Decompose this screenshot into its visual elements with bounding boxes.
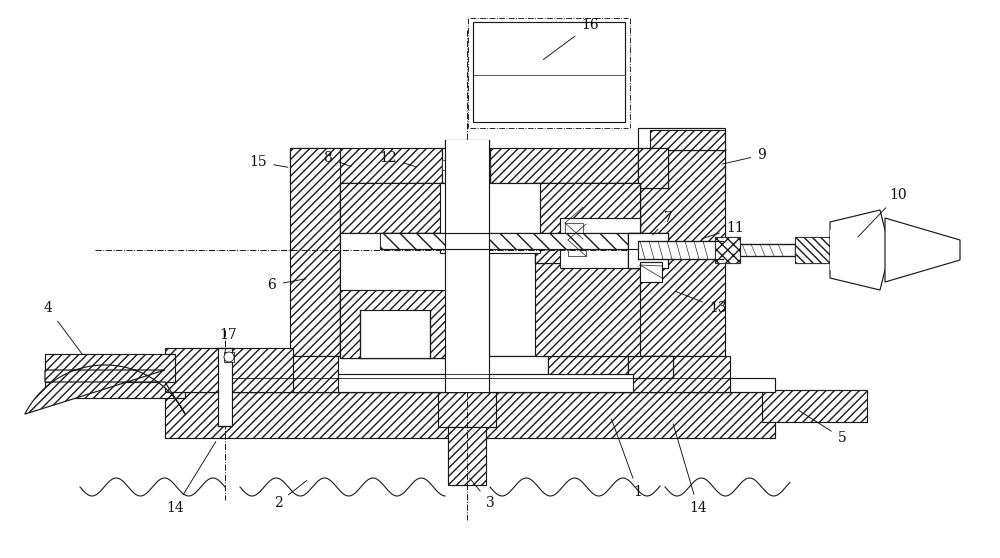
Bar [438, 392, 496, 427]
Bar [762, 390, 867, 422]
Bar [715, 237, 740, 263]
Text: 14: 14 [166, 441, 216, 515]
Bar [638, 148, 725, 356]
Bar [290, 148, 442, 183]
Text: 13: 13 [676, 291, 727, 315]
Bar [535, 183, 640, 263]
Bar [380, 233, 640, 249]
Bar [548, 356, 628, 378]
Bar [230, 378, 775, 392]
Bar [795, 237, 830, 263]
Bar [740, 244, 795, 256]
Bar [535, 183, 640, 356]
Bar [338, 356, 468, 378]
Bar [290, 356, 730, 392]
Text: 9: 9 [722, 148, 766, 164]
Text: 11: 11 [702, 221, 744, 239]
Bar [535, 183, 640, 263]
Bar [45, 354, 175, 382]
Circle shape [224, 352, 234, 362]
Bar [638, 241, 723, 259]
Bar [795, 237, 830, 263]
Text: 1: 1 [611, 419, 642, 499]
Text: 14: 14 [673, 424, 707, 515]
Text: 5: 5 [799, 410, 846, 445]
Text: 4: 4 [44, 301, 83, 355]
Bar [640, 262, 662, 282]
Bar [445, 140, 489, 392]
Bar [445, 140, 489, 392]
Bar [473, 22, 625, 122]
Bar [628, 356, 673, 378]
Bar [45, 378, 185, 398]
Text: 3: 3 [470, 478, 494, 510]
Bar [568, 240, 586, 256]
Bar [338, 374, 633, 392]
Bar [165, 348, 293, 392]
Bar [218, 348, 232, 426]
Polygon shape [830, 218, 878, 282]
Bar [565, 223, 583, 239]
Bar [380, 233, 640, 249]
Bar [68, 356, 183, 384]
Bar [628, 233, 668, 268]
Text: 8: 8 [324, 151, 351, 166]
Text: 17: 17 [219, 328, 237, 352]
Bar [442, 148, 490, 183]
Bar [448, 427, 486, 485]
Text: 7: 7 [653, 211, 672, 235]
Bar [628, 233, 668, 268]
Bar [340, 290, 450, 358]
Bar [440, 183, 540, 253]
Bar [340, 183, 450, 356]
Bar [224, 352, 234, 362]
Bar [490, 148, 725, 183]
Bar [638, 148, 668, 188]
Bar [628, 233, 668, 268]
Bar [165, 392, 775, 438]
Bar [650, 130, 725, 150]
Text: 6: 6 [268, 278, 306, 292]
Bar [638, 148, 668, 188]
Polygon shape [830, 210, 890, 290]
Bar [442, 160, 490, 170]
Bar [638, 128, 725, 150]
Text: 10: 10 [858, 188, 907, 237]
Bar [340, 233, 450, 358]
Bar [360, 310, 430, 358]
Bar [628, 356, 673, 378]
Bar [468, 356, 548, 378]
Bar [290, 148, 340, 356]
Bar [560, 218, 640, 268]
Bar [340, 183, 450, 233]
Text: 15: 15 [249, 155, 288, 169]
Polygon shape [25, 365, 185, 414]
Polygon shape [885, 218, 960, 282]
Text: 2: 2 [274, 480, 307, 510]
Text: 16: 16 [543, 18, 599, 60]
Text: 12: 12 [379, 151, 416, 167]
Bar [715, 237, 740, 263]
